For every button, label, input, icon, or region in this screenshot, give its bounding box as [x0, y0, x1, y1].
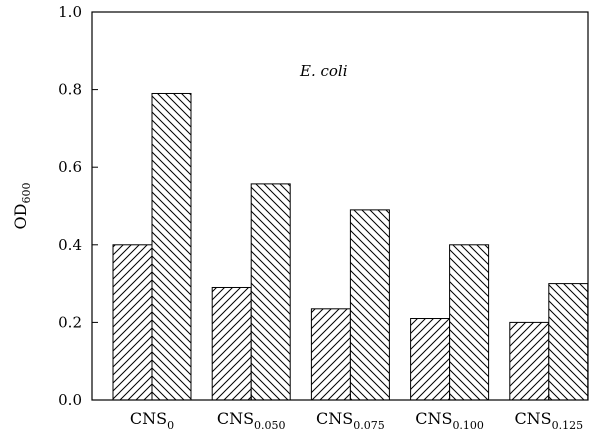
x-category-label: CNS0.075	[316, 409, 385, 432]
y-tick-label: 0.6	[58, 158, 82, 176]
bar-backward-hatch	[548, 283, 589, 401]
annotation-e-coli: E. coli	[299, 62, 348, 80]
bar-forward-hatch	[310, 308, 351, 401]
bar-forward-hatch	[112, 244, 153, 401]
bar-backward-hatch	[449, 244, 490, 401]
bar-backward-hatch	[151, 92, 192, 401]
bar-forward-hatch	[410, 318, 451, 401]
y-axis-ticks: 0.0 0.2 0.4 0.6 0.8 1.0	[58, 3, 98, 409]
x-category-label: CNS0.125	[514, 409, 583, 432]
bar-backward-hatch	[349, 209, 390, 401]
y-tick-label: 0.2	[58, 313, 82, 331]
y-axis-label-main: OD	[11, 204, 30, 230]
y-tick-label: 0.0	[58, 391, 82, 409]
y-tick-label: 0.4	[58, 236, 82, 254]
plot-frame	[91, 11, 589, 401]
x-category-label: CNS0.100	[415, 409, 484, 432]
x-category-label: CNS0.050	[217, 409, 286, 432]
x-axis-ticks: CNS0 CNS0.050 CNS0.075 CNS0.100 CNS0.125	[130, 394, 583, 432]
x-category-label: CNS0	[130, 409, 174, 432]
y-tick-label: 1.0	[58, 3, 82, 21]
y-axis-label-sub: 600	[20, 183, 33, 204]
y-tick-label: 0.8	[58, 81, 82, 99]
bar-forward-hatch	[211, 286, 252, 401]
bar-forward-hatch	[509, 321, 550, 401]
y-axis-label: OD600	[11, 183, 33, 230]
bars-group	[112, 92, 589, 401]
bar-backward-hatch	[250, 183, 291, 401]
